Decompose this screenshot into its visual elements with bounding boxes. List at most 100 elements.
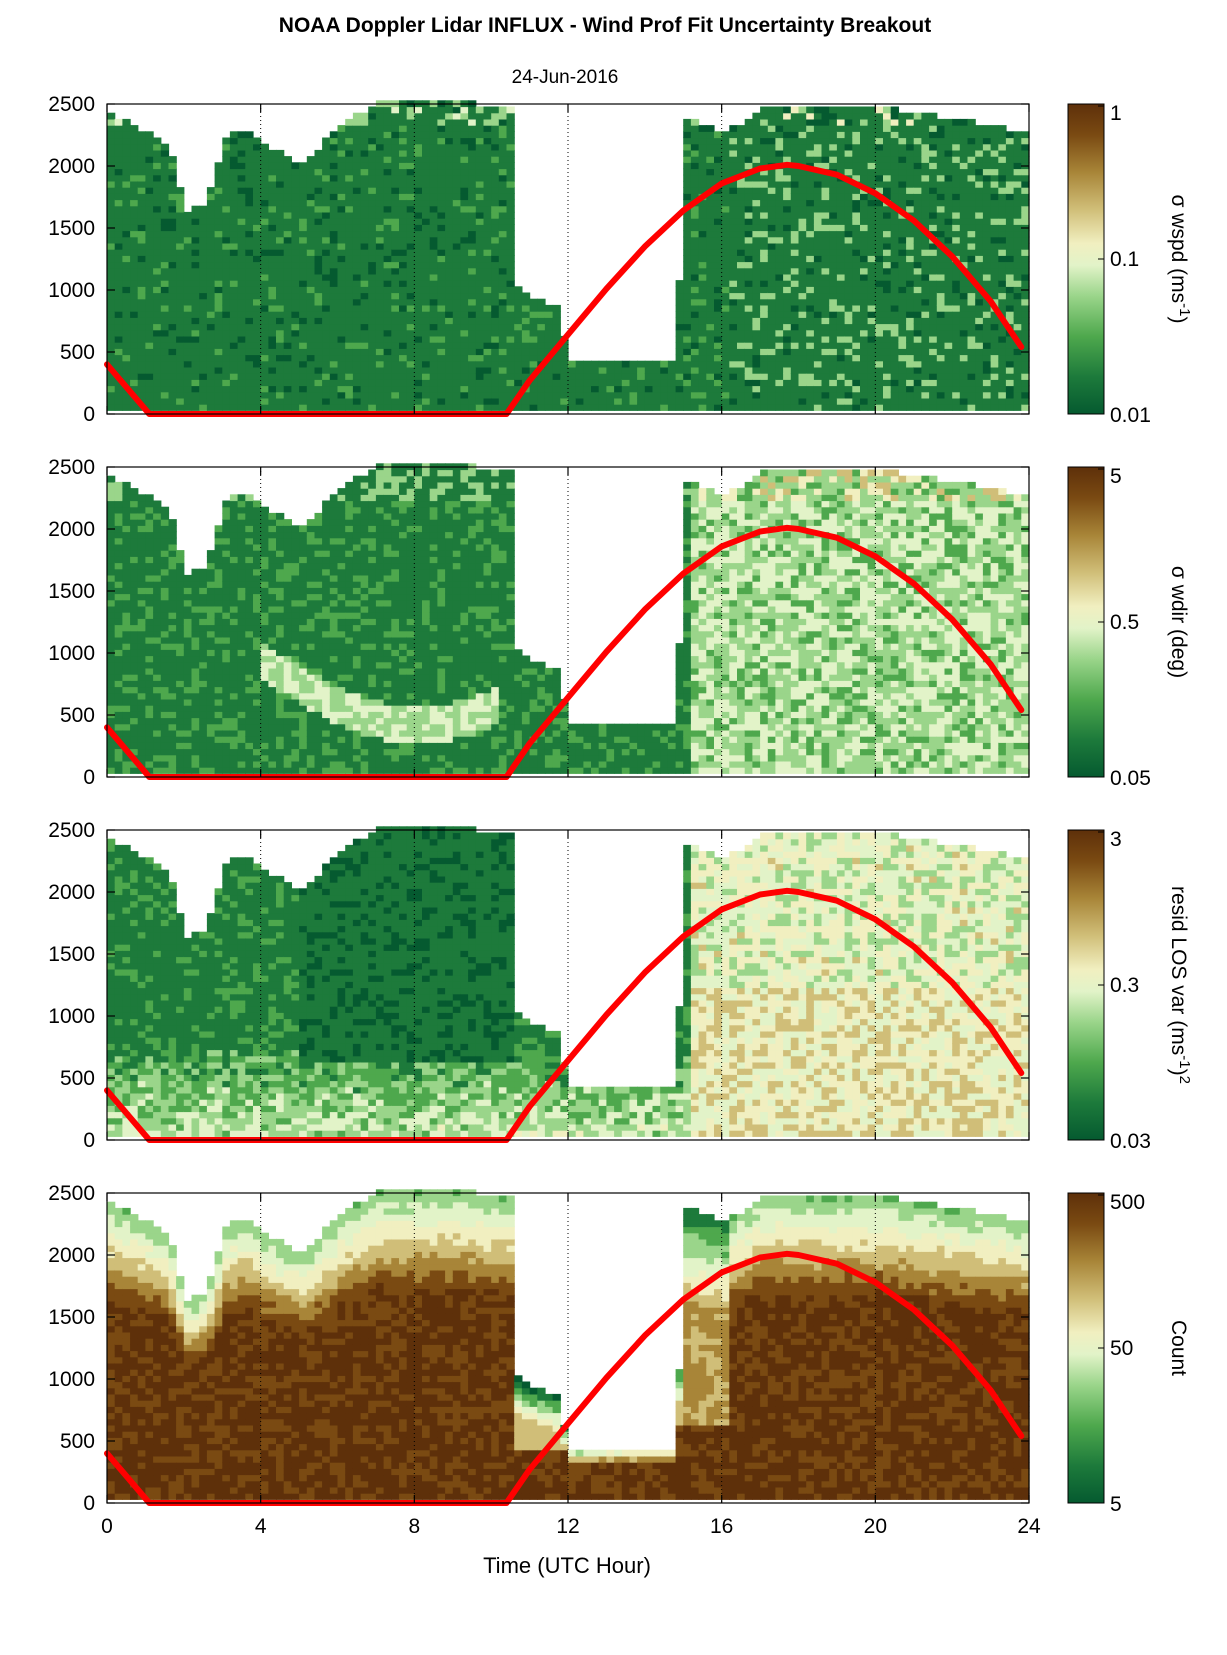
- heatmap-cell: [160, 261, 170, 269]
- heatmap-cell: [944, 366, 953, 374]
- heatmap-cell: [422, 273, 431, 281]
- heatmap-cell: [107, 149, 116, 157]
- heatmap-cell: [352, 404, 362, 411]
- heatmap-cell: [491, 249, 500, 256]
- heatmap-cell: [299, 292, 308, 300]
- heatmap-cell: [683, 286, 692, 294]
- heatmap-cell: [337, 280, 346, 287]
- heatmap-cell: [829, 249, 838, 256]
- heatmap-cell: [821, 292, 830, 300]
- heatmap-cell: [506, 137, 515, 145]
- heatmap-cell: [107, 280, 116, 287]
- heatmap-cell: [690, 397, 700, 405]
- heatmap-cell: [952, 156, 961, 163]
- heatmap-cell: [875, 118, 884, 126]
- heatmap-cell: [775, 261, 784, 269]
- heatmap-cell: [245, 267, 254, 275]
- heatmap-cell: [345, 323, 354, 331]
- heatmap-cell: [130, 748, 139, 756]
- heatmap-cell: [906, 323, 915, 331]
- heatmap-cell: [283, 249, 292, 256]
- heatmap-cell: [399, 286, 408, 294]
- heatmap-cell: [345, 273, 354, 281]
- heatmap-cell: [322, 329, 331, 337]
- heatmap-cell: [813, 162, 823, 170]
- heatmap-cell: [229, 218, 239, 225]
- heatmap-cell: [237, 379, 246, 387]
- heatmap-cell: [130, 360, 139, 368]
- heatmap-cell: [422, 162, 431, 170]
- heatmap-cell: [237, 236, 246, 244]
- heatmap-cell: [337, 218, 346, 225]
- heatmap-cell: [245, 255, 254, 263]
- heatmap-cell: [890, 230, 899, 238]
- heatmap-cell: [721, 205, 730, 213]
- heatmap-cell: [130, 280, 139, 287]
- heatmap-cell: [568, 404, 577, 411]
- heatmap-cell: [460, 224, 469, 232]
- heatmap-cell: [906, 280, 915, 287]
- heatmap-cell: [644, 366, 654, 374]
- heatmap-cell: [399, 360, 408, 368]
- heatmap-cell: [468, 342, 477, 349]
- heatmap-cell: [475, 125, 485, 132]
- heatmap-cell: [737, 373, 746, 380]
- heatmap-cell: [122, 488, 131, 495]
- heatmap-cell: [760, 354, 769, 362]
- heatmap-cell: [913, 174, 922, 182]
- heatmap-cell: [483, 366, 492, 374]
- heatmap-cell: [829, 298, 838, 306]
- heatmap-cell: [222, 143, 231, 151]
- heatmap-cell: [990, 249, 999, 256]
- heatmap-cell: [337, 137, 346, 145]
- heatmap-cell: [153, 397, 162, 405]
- heatmap-cell: [191, 379, 200, 387]
- heatmap-cell: [752, 267, 761, 275]
- heatmap-cell: [952, 118, 961, 126]
- heatmap-cell: [383, 242, 392, 250]
- heatmap-cell: [345, 168, 354, 176]
- heatmap-cell: [153, 317, 162, 325]
- heatmap-cell: [237, 249, 246, 256]
- heatmap-cell: [268, 249, 277, 256]
- heatmap-cell: [145, 354, 154, 362]
- heatmap-cell: [468, 131, 477, 139]
- heatmap-cell: [352, 143, 362, 151]
- heatmap-cell: [399, 112, 408, 120]
- heatmap-cell: [883, 385, 892, 393]
- heatmap-cell: [460, 385, 469, 393]
- heatmap-cell: [337, 342, 346, 349]
- heatmap-cell: [967, 149, 976, 157]
- heatmap-cell: [906, 168, 915, 176]
- heatmap-cell: [798, 292, 807, 300]
- heatmap-cell: [437, 112, 446, 120]
- heatmap-cell: [199, 323, 208, 331]
- heatmap-cell: [544, 323, 554, 331]
- heatmap-cell: [836, 379, 846, 387]
- heatmap-cell: [283, 286, 292, 294]
- heatmap-cell: [483, 230, 492, 238]
- heatmap-cell: [829, 323, 838, 331]
- heatmap-cell: [906, 391, 915, 399]
- heatmap-cell: [491, 292, 500, 300]
- heatmap-cell: [675, 366, 684, 374]
- heatmap-cell: [952, 354, 961, 362]
- heatmap-cell: [329, 366, 339, 374]
- heatmap-cell: [191, 298, 200, 306]
- heatmap-cell: [229, 354, 239, 362]
- heatmap-cell: [114, 711, 123, 719]
- heatmap-cell: [929, 149, 938, 157]
- heatmap-cell: [598, 366, 607, 374]
- heatmap-cell: [506, 255, 515, 263]
- heatmap-cell: [890, 385, 899, 393]
- heatmap-cell: [998, 292, 1007, 300]
- heatmap-cell: [890, 143, 899, 151]
- heatmap-cell: [452, 187, 462, 194]
- heatmap-cell: [860, 280, 869, 287]
- heatmap-cell: [775, 174, 784, 182]
- heatmap-cell: [199, 286, 208, 294]
- heatmap-cell: [130, 292, 139, 300]
- heatmap-cell: [775, 193, 784, 201]
- heatmap-cell: [245, 131, 254, 139]
- heatmap-cell: [406, 298, 415, 306]
